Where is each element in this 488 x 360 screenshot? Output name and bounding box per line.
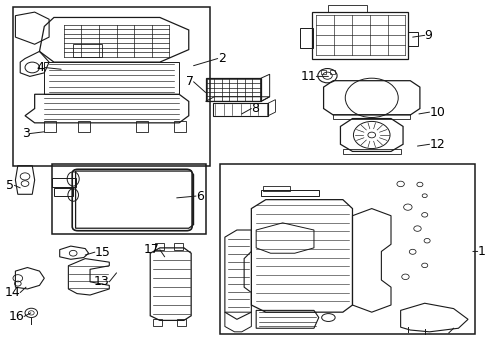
Bar bbox=[174, 243, 183, 249]
Bar bbox=[155, 243, 163, 249]
Text: 16: 16 bbox=[8, 310, 24, 323]
Text: 11: 11 bbox=[300, 70, 316, 83]
Bar bbox=[176, 319, 186, 327]
Text: 15: 15 bbox=[95, 246, 110, 258]
Bar bbox=[44, 62, 179, 94]
Bar bbox=[152, 319, 162, 327]
Bar bbox=[261, 190, 318, 196]
Text: 8: 8 bbox=[251, 102, 259, 115]
Bar bbox=[212, 103, 267, 116]
Bar bbox=[407, 32, 418, 46]
Text: 7: 7 bbox=[185, 75, 193, 88]
Bar bbox=[136, 121, 147, 132]
Bar bbox=[44, 121, 56, 132]
Text: 5: 5 bbox=[6, 179, 15, 192]
Bar bbox=[328, 5, 366, 12]
Text: 13: 13 bbox=[93, 275, 109, 288]
Text: 4: 4 bbox=[36, 61, 44, 74]
Bar bbox=[78, 121, 90, 132]
Text: 9: 9 bbox=[424, 29, 432, 42]
Text: 1: 1 bbox=[477, 245, 485, 258]
Text: 2: 2 bbox=[217, 52, 225, 65]
Text: 6: 6 bbox=[196, 190, 203, 203]
Bar bbox=[54, 188, 73, 196]
Bar bbox=[51, 178, 76, 187]
Bar bbox=[51, 164, 205, 234]
Bar bbox=[263, 186, 289, 191]
Bar bbox=[220, 164, 474, 334]
Bar bbox=[332, 114, 409, 119]
Text: 3: 3 bbox=[22, 127, 30, 140]
Bar bbox=[73, 44, 102, 57]
Bar bbox=[205, 78, 261, 102]
Bar bbox=[311, 12, 407, 59]
Bar bbox=[321, 70, 325, 74]
Text: 17: 17 bbox=[143, 243, 160, 256]
Bar bbox=[329, 70, 334, 74]
Bar bbox=[174, 121, 186, 132]
Bar bbox=[13, 7, 210, 166]
Text: 14: 14 bbox=[4, 286, 20, 299]
Bar bbox=[299, 28, 312, 48]
Bar bbox=[342, 149, 400, 154]
Text: 10: 10 bbox=[428, 105, 445, 119]
Text: 12: 12 bbox=[428, 138, 445, 151]
